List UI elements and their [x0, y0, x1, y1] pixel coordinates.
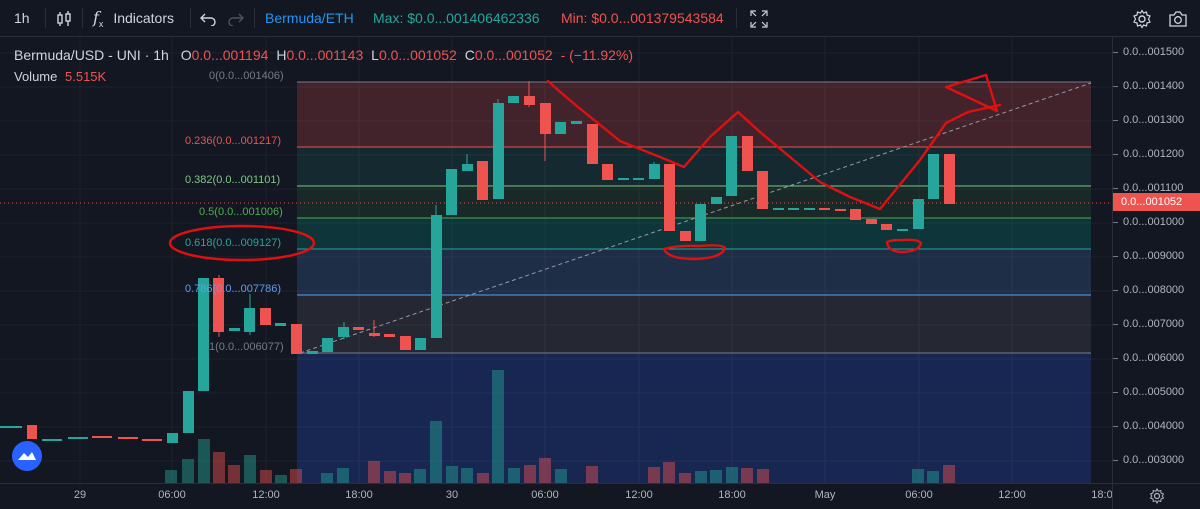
price-tick: 0.0...007000	[1112, 318, 1185, 330]
axis-settings-gear-icon[interactable]	[1149, 488, 1165, 504]
price-tick: 0.0...001000	[1112, 216, 1185, 228]
time-tick: 12:00	[625, 489, 653, 501]
time-tick: May	[814, 489, 836, 501]
price-tick: 0.0...001400	[1112, 80, 1185, 92]
price-tick: 0.0...008000	[1112, 284, 1185, 296]
volume-key: Volume	[14, 69, 58, 84]
change-value: - (−11.92%)	[560, 47, 634, 63]
interval-button[interactable]: 1h	[14, 10, 30, 26]
price-tick: 0.0...001300	[1112, 114, 1185, 126]
fib-level-0786: 0.786(0.0...007786)	[185, 283, 282, 295]
price-tick: 0.0...009000	[1112, 250, 1185, 262]
price-tick: 0.0...004000	[1112, 420, 1185, 432]
time-tick: 29	[73, 489, 87, 501]
logo-icon	[18, 452, 36, 460]
max-label: Max: $0.0...001406462336	[373, 10, 540, 26]
fib-level-0236: 0.236(0.0...001217)	[185, 135, 282, 147]
price-tick: 0.0...003000	[1112, 454, 1185, 466]
price-tick: 0.0...005000	[1112, 386, 1185, 398]
time-tick: 18:0	[1091, 489, 1113, 501]
time-tick: 06:00	[905, 489, 933, 501]
fib-level-0618: 0.618(0.0...009127)	[185, 237, 282, 249]
toolbar-divider	[190, 8, 191, 28]
toolbar-divider	[82, 8, 83, 28]
top-toolbar: 1h fx Indicators Bermuda/ETH Max: $0.0..…	[0, 0, 1200, 37]
open-key: O	[180, 47, 192, 63]
candles-icon[interactable]	[56, 0, 72, 36]
volume-bars	[165, 370, 955, 483]
hand-drawn-annotations[interactable]	[168, 73, 1002, 262]
low-value: 0.0...001052	[378, 47, 457, 63]
camera-icon[interactable]	[1168, 0, 1188, 36]
high-value: 0.0...001143	[286, 47, 364, 63]
fibonacci-retracement[interactable]	[297, 81, 1092, 483]
fib-level-0: 0(0.0...001406)	[209, 70, 284, 82]
min-label: Min: $0.0...001379543584	[561, 10, 724, 26]
indicators-label: Indicators	[113, 10, 175, 26]
price-tick: 0.0...006000	[1112, 352, 1185, 364]
time-tick: 12:00	[998, 489, 1026, 501]
close-key: C	[464, 47, 475, 63]
time-tick: 06:00	[531, 489, 559, 501]
close-value: 0.0...001052	[474, 47, 553, 63]
chart-canvas[interactable]	[0, 37, 1112, 483]
function-icon: f	[93, 8, 99, 27]
time-tick: 06:00	[158, 489, 186, 501]
ohlc-legend: Bermuda/USD - UNI · 1h O0.0...001194 H0.…	[14, 47, 633, 63]
chart-pane[interactable]: 0(0.0...001406) 0.236(0.0...001217) 0.38…	[0, 37, 1112, 483]
price-tick: 0.0...001500	[1112, 46, 1185, 58]
time-tick: 18:00	[718, 489, 746, 501]
candlesticks[interactable]	[0, 81, 955, 443]
fib-level-0382: 0.382(0.0...001101)	[185, 174, 281, 186]
low-key: L	[371, 47, 379, 63]
volume-legend: Volume 5.515K	[14, 69, 106, 84]
redo-icon[interactable]	[228, 0, 244, 36]
axis-corner	[1112, 483, 1200, 509]
price-tick: 0.0...001200	[1112, 148, 1185, 160]
price-axis[interactable]: 0.0...001500 0.0...001400 0.0...001300 0…	[1112, 37, 1200, 483]
toolbar-divider	[736, 8, 737, 28]
volume-value: 5.515K	[65, 69, 107, 84]
settings-gear-icon[interactable]	[1132, 0, 1152, 36]
toolbar-divider	[254, 8, 255, 28]
open-value: 0.0...001194	[191, 47, 269, 63]
time-axis[interactable]: 29 06:00 12:00 18:00 30 06:00 12:00 18:0…	[0, 483, 1113, 509]
fullscreen-icon[interactable]	[750, 0, 768, 36]
time-tick: 18:00	[345, 489, 373, 501]
indicators-button[interactable]: fx Indicators	[93, 8, 175, 29]
high-key: H	[276, 47, 287, 63]
fib-level-1: 1(0.0...006077)	[209, 341, 284, 353]
current-price-tag: 0.0...001052	[1113, 193, 1200, 211]
price-tick: 0.0...001100	[1112, 182, 1184, 194]
fib-level-05: 0.5(0.0...001006)	[199, 206, 283, 218]
toolbar-divider	[45, 8, 46, 28]
time-tick: 30	[445, 489, 459, 501]
tradingview-logo[interactable]	[12, 441, 42, 471]
symbol-title[interactable]: Bermuda/USD - UNI · 1h	[14, 47, 169, 63]
compare-symbol[interactable]: Bermuda/ETH	[265, 10, 354, 26]
undo-icon[interactable]	[200, 0, 216, 36]
time-tick: 12:00	[252, 489, 280, 501]
